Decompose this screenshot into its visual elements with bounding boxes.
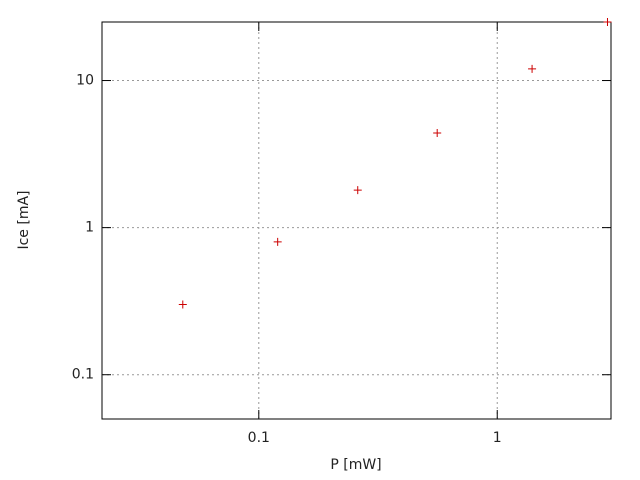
x-axis-label: P [mW] bbox=[330, 457, 381, 473]
point bbox=[603, 18, 612, 26]
x-tick-label: 0.1 bbox=[248, 430, 270, 446]
x-tick-label: 1 bbox=[493, 430, 502, 446]
plot-frame bbox=[101, 21, 612, 420]
point bbox=[178, 300, 187, 309]
point bbox=[528, 64, 537, 73]
point bbox=[273, 237, 282, 246]
point bbox=[433, 128, 442, 137]
y-tick-label: 0.1 bbox=[72, 367, 94, 383]
y-tick-label: 1 bbox=[85, 220, 94, 236]
y-axis-label: Ice [mA] bbox=[16, 190, 32, 249]
point bbox=[353, 186, 362, 195]
y-tick-label: 10 bbox=[76, 73, 94, 89]
